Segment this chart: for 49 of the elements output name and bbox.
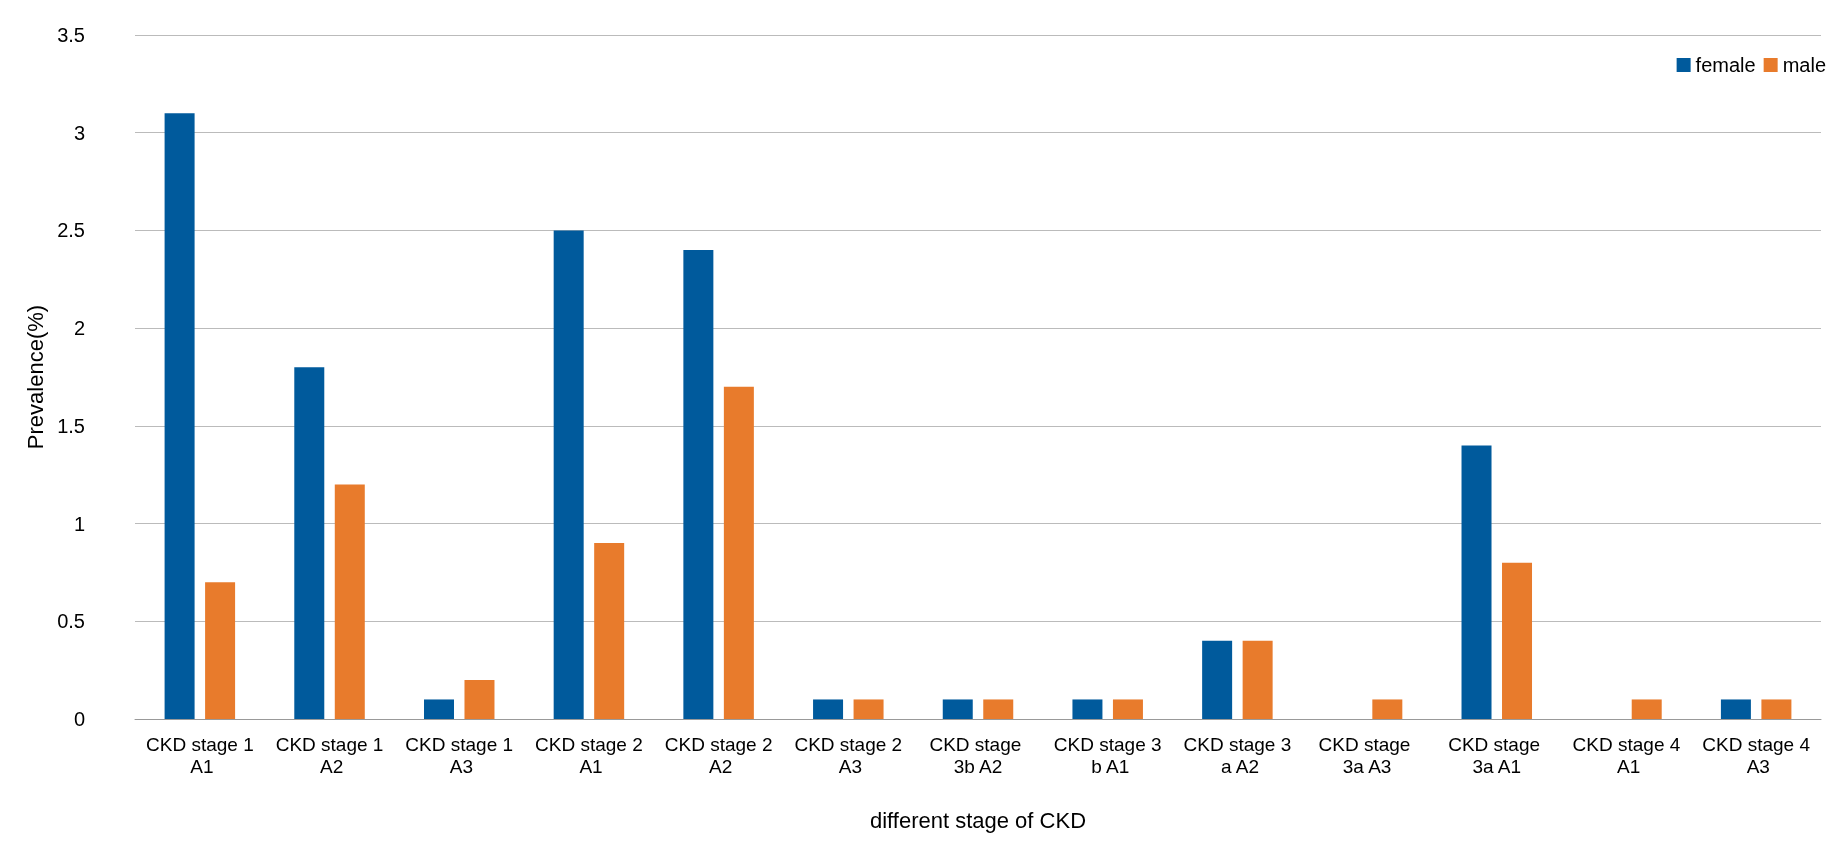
bar — [723, 386, 754, 719]
bar — [983, 699, 1014, 719]
x-tick-label: CKD stage 4 A3 — [1702, 733, 1811, 777]
x-tick-label: CKD stage 2 A1 — [535, 733, 643, 777]
y-tick-label: 2 — [73, 317, 85, 340]
bar — [1720, 699, 1751, 719]
x-tick-label: CKD stage 1 A1 — [145, 733, 254, 777]
y-axis-title: Prevalence(%) — [22, 304, 48, 450]
x-axis-title: different stage of CKD — [869, 807, 1087, 833]
bar — [1112, 699, 1143, 719]
x-tick-label: CKD stage 3 a A2 — [1183, 733, 1292, 777]
bar — [1461, 445, 1492, 719]
x-tick-label: CKD stage 3b A2 — [929, 733, 1027, 777]
bar — [423, 699, 454, 719]
x-tick-label: CKD stage 1 A2 — [275, 733, 384, 777]
y-tick-label: 0 — [73, 708, 85, 730]
y-tick-label: 2.5 — [57, 219, 85, 242]
y-tick-label: 3.5 — [57, 24, 85, 46]
bar — [294, 367, 325, 719]
bar — [553, 230, 584, 719]
bar — [1761, 699, 1792, 719]
x-tick-label: CKD stage 3a A3 — [1318, 733, 1416, 777]
x-tick-label: CKD stage 2 A2 — [664, 733, 773, 777]
bar — [205, 582, 236, 719]
bar — [1631, 699, 1662, 719]
y-tick-label: 1 — [73, 512, 85, 535]
y-tick-label: 1.5 — [57, 414, 85, 437]
bar — [1372, 699, 1403, 719]
bar — [853, 699, 884, 719]
bar — [813, 699, 844, 719]
legend-label: male — [1782, 54, 1827, 76]
bar — [1202, 640, 1233, 719]
x-tick-label: CKD stage 3a A1 — [1448, 733, 1546, 777]
bar — [1242, 640, 1273, 719]
x-tick-label: CKD stage 3 b A1 — [1053, 733, 1162, 777]
bar — [942, 699, 973, 719]
bar — [164, 113, 195, 719]
x-tick-label: CKD stage 2 A3 — [794, 733, 903, 777]
bar — [683, 249, 714, 719]
bar — [1502, 562, 1533, 719]
legend-label: female — [1695, 54, 1756, 76]
y-tick-label: 0.5 — [57, 610, 85, 633]
y-tick-label: 3 — [73, 121, 85, 144]
bar — [334, 484, 365, 719]
x-tick-label: CKD stage 1 A3 — [405, 733, 514, 777]
bar — [464, 679, 495, 719]
bar — [594, 543, 625, 719]
bar — [1072, 699, 1103, 719]
x-tick-label: CKD stage 4 A1 — [1572, 733, 1681, 777]
